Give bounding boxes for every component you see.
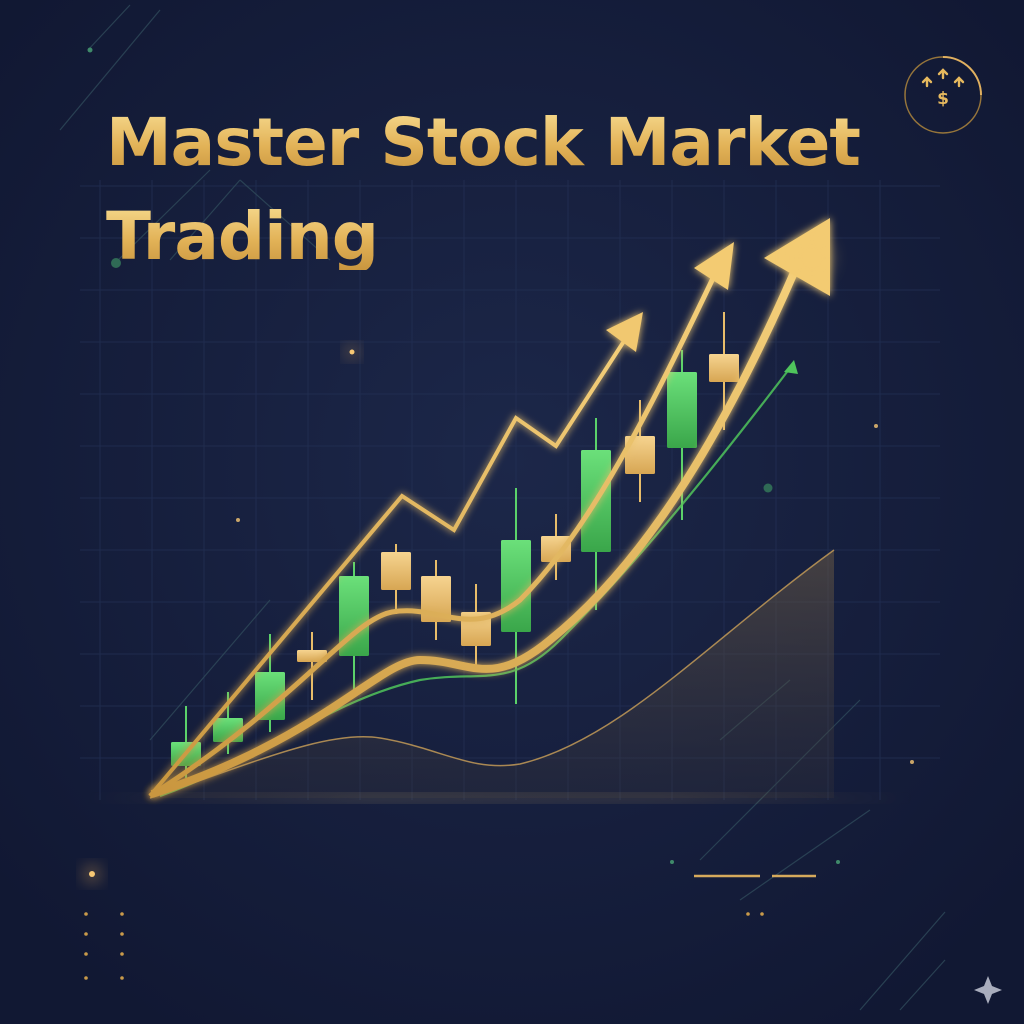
dollar-growth-icon: $ — [904, 56, 982, 134]
decorative-nodes — [87, 47, 840, 864]
zigzag-line — [148, 336, 628, 798]
candlestick — [541, 514, 571, 580]
candlestick — [381, 544, 411, 614]
candlestick — [339, 562, 369, 690]
small-dots-bottom — [746, 912, 764, 916]
zigzag-arrowhead — [606, 312, 643, 352]
sparkle-icon — [974, 976, 1002, 1004]
candlestick — [625, 400, 655, 502]
area-outline — [149, 549, 835, 799]
candlestick — [297, 632, 327, 700]
main-trend-line — [150, 266, 800, 798]
svg-text:$: $ — [937, 89, 949, 109]
area-fill — [150, 550, 834, 798]
headline-line-2: Trading — [106, 198, 379, 275]
middle-trend-line — [148, 270, 719, 799]
middle-arrowhead — [694, 242, 734, 290]
glow-specks — [84, 346, 914, 882]
headline-line-1: Master Stock Market — [106, 104, 861, 181]
green-arrowhead — [784, 360, 798, 374]
dot-pattern — [84, 912, 124, 980]
